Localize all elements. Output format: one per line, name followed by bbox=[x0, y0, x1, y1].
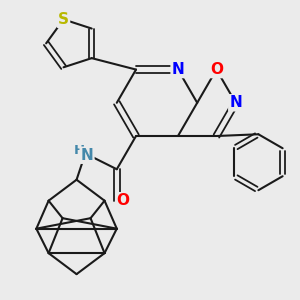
Text: N: N bbox=[81, 148, 93, 163]
Text: O: O bbox=[210, 62, 223, 77]
Text: H: H bbox=[74, 143, 85, 157]
Text: S: S bbox=[58, 12, 69, 27]
Text: O: O bbox=[117, 193, 130, 208]
Text: N: N bbox=[229, 95, 242, 110]
Text: N: N bbox=[172, 62, 184, 77]
